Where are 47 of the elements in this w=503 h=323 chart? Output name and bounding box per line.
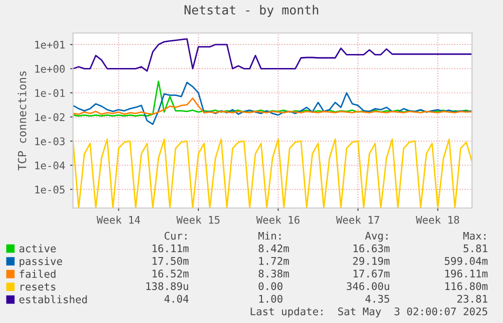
text: 17.67m: [354, 270, 390, 278]
text: 8.38m: [258, 270, 289, 278]
y-axis-title: TCP connections: [18, 71, 26, 170]
text: Last update: Sat May 3 02:00:07 2025: [250, 307, 488, 318]
text: 16.63m: [354, 244, 390, 252]
legend-label: resets: [20, 283, 56, 291]
x-tick-label: Week 18: [416, 216, 460, 224]
text: 116.80m: [445, 282, 488, 290]
text: Max:: [463, 232, 486, 240]
y-tick-label: 1e-05: [35, 186, 65, 194]
legend-label: established: [19, 295, 87, 304]
chart-title: Netstat - by month: [184, 4, 318, 18]
text: 23.81: [457, 294, 488, 303]
text: 17.50m: [152, 257, 189, 265]
text: 16.11m: [152, 244, 189, 252]
text: 0.00: [258, 282, 282, 290]
x-tick-label: Week 16: [256, 216, 300, 224]
legend-label: failed: [20, 270, 56, 278]
line-series: [73, 97, 472, 115]
text: 196.11m: [445, 270, 488, 278]
y-tick-label: 1e-02: [35, 113, 64, 122]
text: 138.89u: [146, 282, 188, 290]
y-tick-label: 1e-04: [35, 162, 65, 170]
text: 4.04: [164, 294, 189, 303]
line-series: [73, 38, 472, 72]
x-tick-label: Week 17: [336, 216, 380, 224]
legend-label: active: [19, 244, 56, 252]
text: Min:: [258, 232, 281, 240]
x-tick-label: Week 15: [176, 216, 220, 224]
text: 16.52m: [152, 270, 189, 278]
text: 599.04m: [444, 257, 488, 265]
text: 29.19m: [353, 257, 390, 265]
line-series: [73, 82, 472, 125]
y-tick-label: 1e+01: [35, 40, 65, 49]
text: Cur:: [164, 232, 186, 240]
text: Avg:: [365, 232, 388, 242]
text: 8.42m: [258, 244, 289, 252]
text: 1.72m: [259, 257, 289, 265]
text: 346.00u: [346, 282, 390, 290]
text: 5.81: [464, 244, 488, 252]
text: 1.00: [259, 294, 282, 303]
y-tick-label: 1e-03: [35, 137, 65, 146]
legend-label: passive: [20, 257, 62, 268]
text: 4.35: [365, 294, 390, 303]
y-tick-label: 1e-01: [35, 89, 65, 97]
y-tick-label: 1e+00: [35, 64, 65, 73]
x-tick-label: Week 14: [96, 216, 140, 224]
